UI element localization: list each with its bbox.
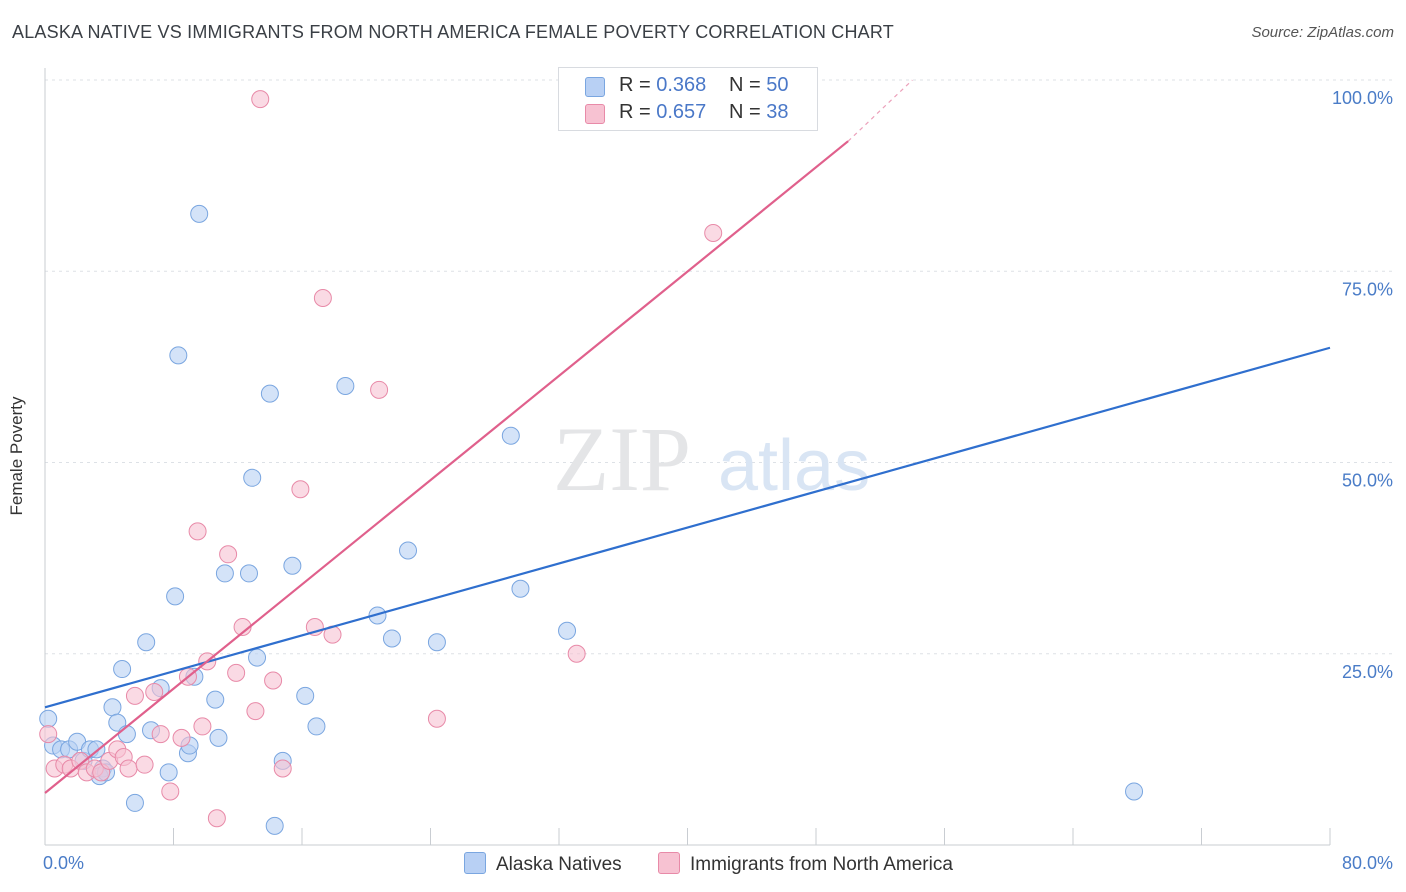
- point-alaska-natives: [296, 686, 315, 705]
- point-alaska-natives: [399, 541, 418, 560]
- point-alaska-natives: [108, 713, 127, 732]
- point-immigrants: [161, 782, 180, 801]
- x-tick-label: 80.0%: [1342, 853, 1393, 873]
- point-alaska-natives: [39, 709, 58, 728]
- point-immigrants: [193, 717, 212, 736]
- point-immigrants: [273, 759, 292, 778]
- series-immigrants: [39, 90, 723, 828]
- legend-swatch-alaska-natives: [464, 852, 486, 874]
- point-immigrants: [172, 728, 191, 747]
- point-alaska-natives: [558, 621, 577, 640]
- point-alaska-natives: [117, 725, 136, 744]
- point-alaska-natives: [137, 633, 156, 652]
- watermark: ZIP atlas: [553, 408, 870, 510]
- series-alaska-natives: [39, 71, 1144, 835]
- legend-label-immigrants: Immigrants from North America: [690, 854, 953, 875]
- point-alaska-natives: [113, 660, 132, 679]
- point-immigrants: [119, 759, 138, 778]
- point-immigrants: [246, 702, 265, 721]
- point-immigrants: [207, 809, 226, 828]
- y-axis-label: Female Poverty: [7, 396, 26, 516]
- point-immigrants: [704, 224, 723, 242]
- point-immigrants: [313, 289, 332, 308]
- point-alaska-natives: [368, 606, 387, 625]
- point-alaska-natives: [103, 698, 122, 717]
- point-immigrants: [188, 522, 207, 541]
- point-immigrants: [251, 90, 270, 109]
- point-immigrants: [227, 663, 246, 682]
- legend-swatch-immigrants: [658, 852, 680, 874]
- point-alaska-natives: [215, 564, 234, 583]
- y-tick-label: 75.0%: [1342, 279, 1393, 299]
- trend-line-alaska-natives: [44, 346, 1331, 709]
- point-immigrants: [135, 755, 154, 774]
- point-alaska-natives: [209, 728, 228, 747]
- point-alaska-natives: [166, 587, 185, 606]
- point-alaska-natives: [243, 468, 262, 487]
- watermark-zip: ZIP: [553, 408, 691, 510]
- point-alaska-natives: [169, 346, 188, 365]
- legend-swatch-pink: [585, 104, 605, 124]
- legend-swatch-blue: [585, 77, 605, 97]
- y-tick-label: 100.0%: [1332, 88, 1393, 108]
- legend-n-pink: N = 38: [729, 101, 789, 123]
- point-alaska-natives: [501, 426, 520, 445]
- trend-lines: [44, 79, 1331, 794]
- point-alaska-natives: [206, 690, 225, 709]
- point-alaska-natives: [248, 648, 267, 667]
- legend-r-blue: R = 0.368: [619, 74, 707, 96]
- point-immigrants: [370, 380, 389, 399]
- chart-title: ALASKA NATIVE VS IMMIGRANTS FROM NORTH A…: [12, 22, 894, 42]
- point-immigrants: [39, 725, 58, 744]
- point-immigrants: [427, 709, 446, 728]
- y-tick-label: 50.0%: [1342, 471, 1393, 491]
- legend-r-pink: R = 0.657: [619, 101, 707, 123]
- point-immigrants: [125, 686, 144, 705]
- point-alaska-natives: [265, 816, 284, 835]
- source-label: Source: ZipAtlas.com: [1251, 24, 1394, 41]
- point-immigrants: [219, 545, 238, 564]
- trend-line-immigrants: [44, 140, 849, 794]
- point-alaska-natives: [190, 204, 209, 223]
- tick-labels: 25.0% 50.0% 75.0% 100.0% 0.0% 80.0%: [43, 88, 1393, 873]
- point-immigrants: [145, 683, 164, 701]
- point-alaska-natives: [260, 384, 279, 403]
- point-alaska-natives: [239, 564, 258, 583]
- point-alaska-natives: [283, 556, 302, 575]
- point-alaska-natives: [427, 633, 446, 652]
- legend-stats: R = 0.368 N = 50 R = 0.657 N = 38: [558, 67, 818, 131]
- legend-n-blue: N = 50: [729, 74, 789, 96]
- legend-item-immigrants: Immigrants from North America: [658, 852, 953, 876]
- x-tick-label: 0.0%: [43, 853, 84, 873]
- legend-label-alaska-natives: Alaska Natives: [496, 854, 622, 875]
- point-alaska-natives: [511, 579, 530, 598]
- y-tick-label: 25.0%: [1342, 662, 1393, 682]
- watermark-atlas: atlas: [718, 426, 870, 506]
- point-alaska-natives: [382, 629, 401, 648]
- point-alaska-natives: [125, 793, 144, 812]
- point-immigrants: [291, 480, 310, 499]
- legend-item-alaska-natives: Alaska Natives: [464, 852, 622, 876]
- point-alaska-natives: [159, 763, 178, 782]
- trend-line-immigrants-extension: [847, 79, 913, 142]
- point-immigrants: [151, 725, 170, 744]
- point-alaska-natives: [336, 377, 355, 395]
- point-immigrants: [567, 644, 586, 663]
- point-alaska-natives: [1125, 782, 1144, 801]
- point-immigrants: [264, 671, 283, 690]
- point-alaska-natives: [307, 717, 326, 736]
